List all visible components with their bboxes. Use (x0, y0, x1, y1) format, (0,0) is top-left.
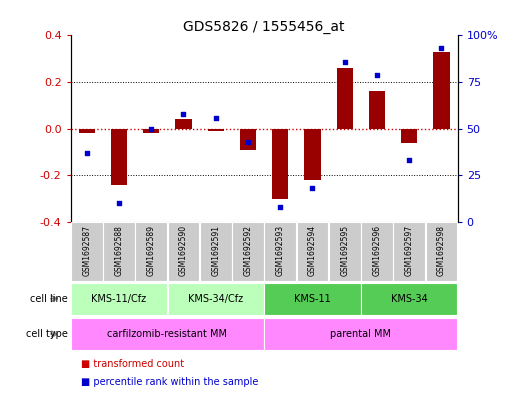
Bar (337, 68, 353, 129)
Text: KMS-11: KMS-11 (294, 294, 331, 304)
Text: ■ percentile rank within the sample: ■ percentile rank within the sample (81, 377, 258, 387)
Bar (143, 129, 160, 133)
Point (179, 111, 188, 117)
Point (211, 114, 220, 121)
Bar (78, 129, 95, 133)
FancyBboxPatch shape (265, 318, 457, 350)
Point (309, 185, 317, 191)
Text: ■ transformed count: ■ transformed count (81, 358, 184, 369)
Bar (401, 129, 417, 143)
Text: GSM1692589: GSM1692589 (147, 225, 156, 276)
FancyBboxPatch shape (329, 222, 360, 281)
Text: GSM1692598: GSM1692598 (437, 225, 446, 276)
FancyBboxPatch shape (168, 222, 199, 281)
FancyBboxPatch shape (168, 283, 264, 314)
Bar (434, 52, 450, 129)
Text: KMS-11/Cfz: KMS-11/Cfz (92, 294, 146, 304)
Text: GSM1692587: GSM1692587 (82, 225, 91, 276)
Point (340, 58, 349, 64)
Bar (369, 91, 385, 129)
Text: GSM1692590: GSM1692590 (179, 225, 188, 276)
Point (83, 150, 91, 156)
Point (405, 157, 413, 163)
Text: parental MM: parental MM (331, 329, 391, 339)
Text: carfilzomib-resistant MM: carfilzomib-resistant MM (107, 329, 228, 339)
Text: GSM1692588: GSM1692588 (115, 225, 123, 276)
Point (437, 45, 446, 51)
Title: GDS5826 / 1555456_at: GDS5826 / 1555456_at (184, 20, 345, 34)
FancyBboxPatch shape (265, 222, 296, 281)
Bar (208, 129, 224, 131)
Text: KMS-34: KMS-34 (391, 294, 428, 304)
FancyBboxPatch shape (361, 222, 393, 281)
FancyBboxPatch shape (71, 283, 167, 314)
Text: GSM1692593: GSM1692593 (276, 225, 285, 276)
Text: cell type: cell type (26, 329, 68, 339)
FancyBboxPatch shape (200, 222, 232, 281)
FancyBboxPatch shape (393, 222, 425, 281)
Point (115, 200, 123, 206)
Text: GSM1692597: GSM1692597 (405, 225, 414, 276)
Bar (111, 129, 127, 185)
FancyBboxPatch shape (135, 222, 167, 281)
Bar (304, 129, 321, 180)
Text: GSM1692594: GSM1692594 (308, 225, 317, 276)
Point (276, 204, 285, 210)
FancyBboxPatch shape (265, 283, 360, 314)
Text: cell line: cell line (30, 294, 68, 304)
Text: GSM1692591: GSM1692591 (211, 225, 220, 276)
Text: GSM1692592: GSM1692592 (244, 225, 253, 276)
Text: KMS-34/Cfz: KMS-34/Cfz (188, 294, 243, 304)
Text: GSM1692596: GSM1692596 (372, 225, 381, 276)
FancyBboxPatch shape (361, 283, 457, 314)
Bar (272, 129, 288, 199)
Point (244, 139, 252, 145)
Bar (175, 119, 191, 129)
FancyBboxPatch shape (103, 222, 135, 281)
Point (147, 125, 155, 132)
Bar (240, 129, 256, 150)
Point (373, 72, 381, 78)
Text: GSM1692595: GSM1692595 (340, 225, 349, 276)
FancyBboxPatch shape (426, 222, 457, 281)
FancyBboxPatch shape (232, 222, 264, 281)
FancyBboxPatch shape (297, 222, 328, 281)
FancyBboxPatch shape (71, 222, 103, 281)
FancyBboxPatch shape (71, 318, 264, 350)
